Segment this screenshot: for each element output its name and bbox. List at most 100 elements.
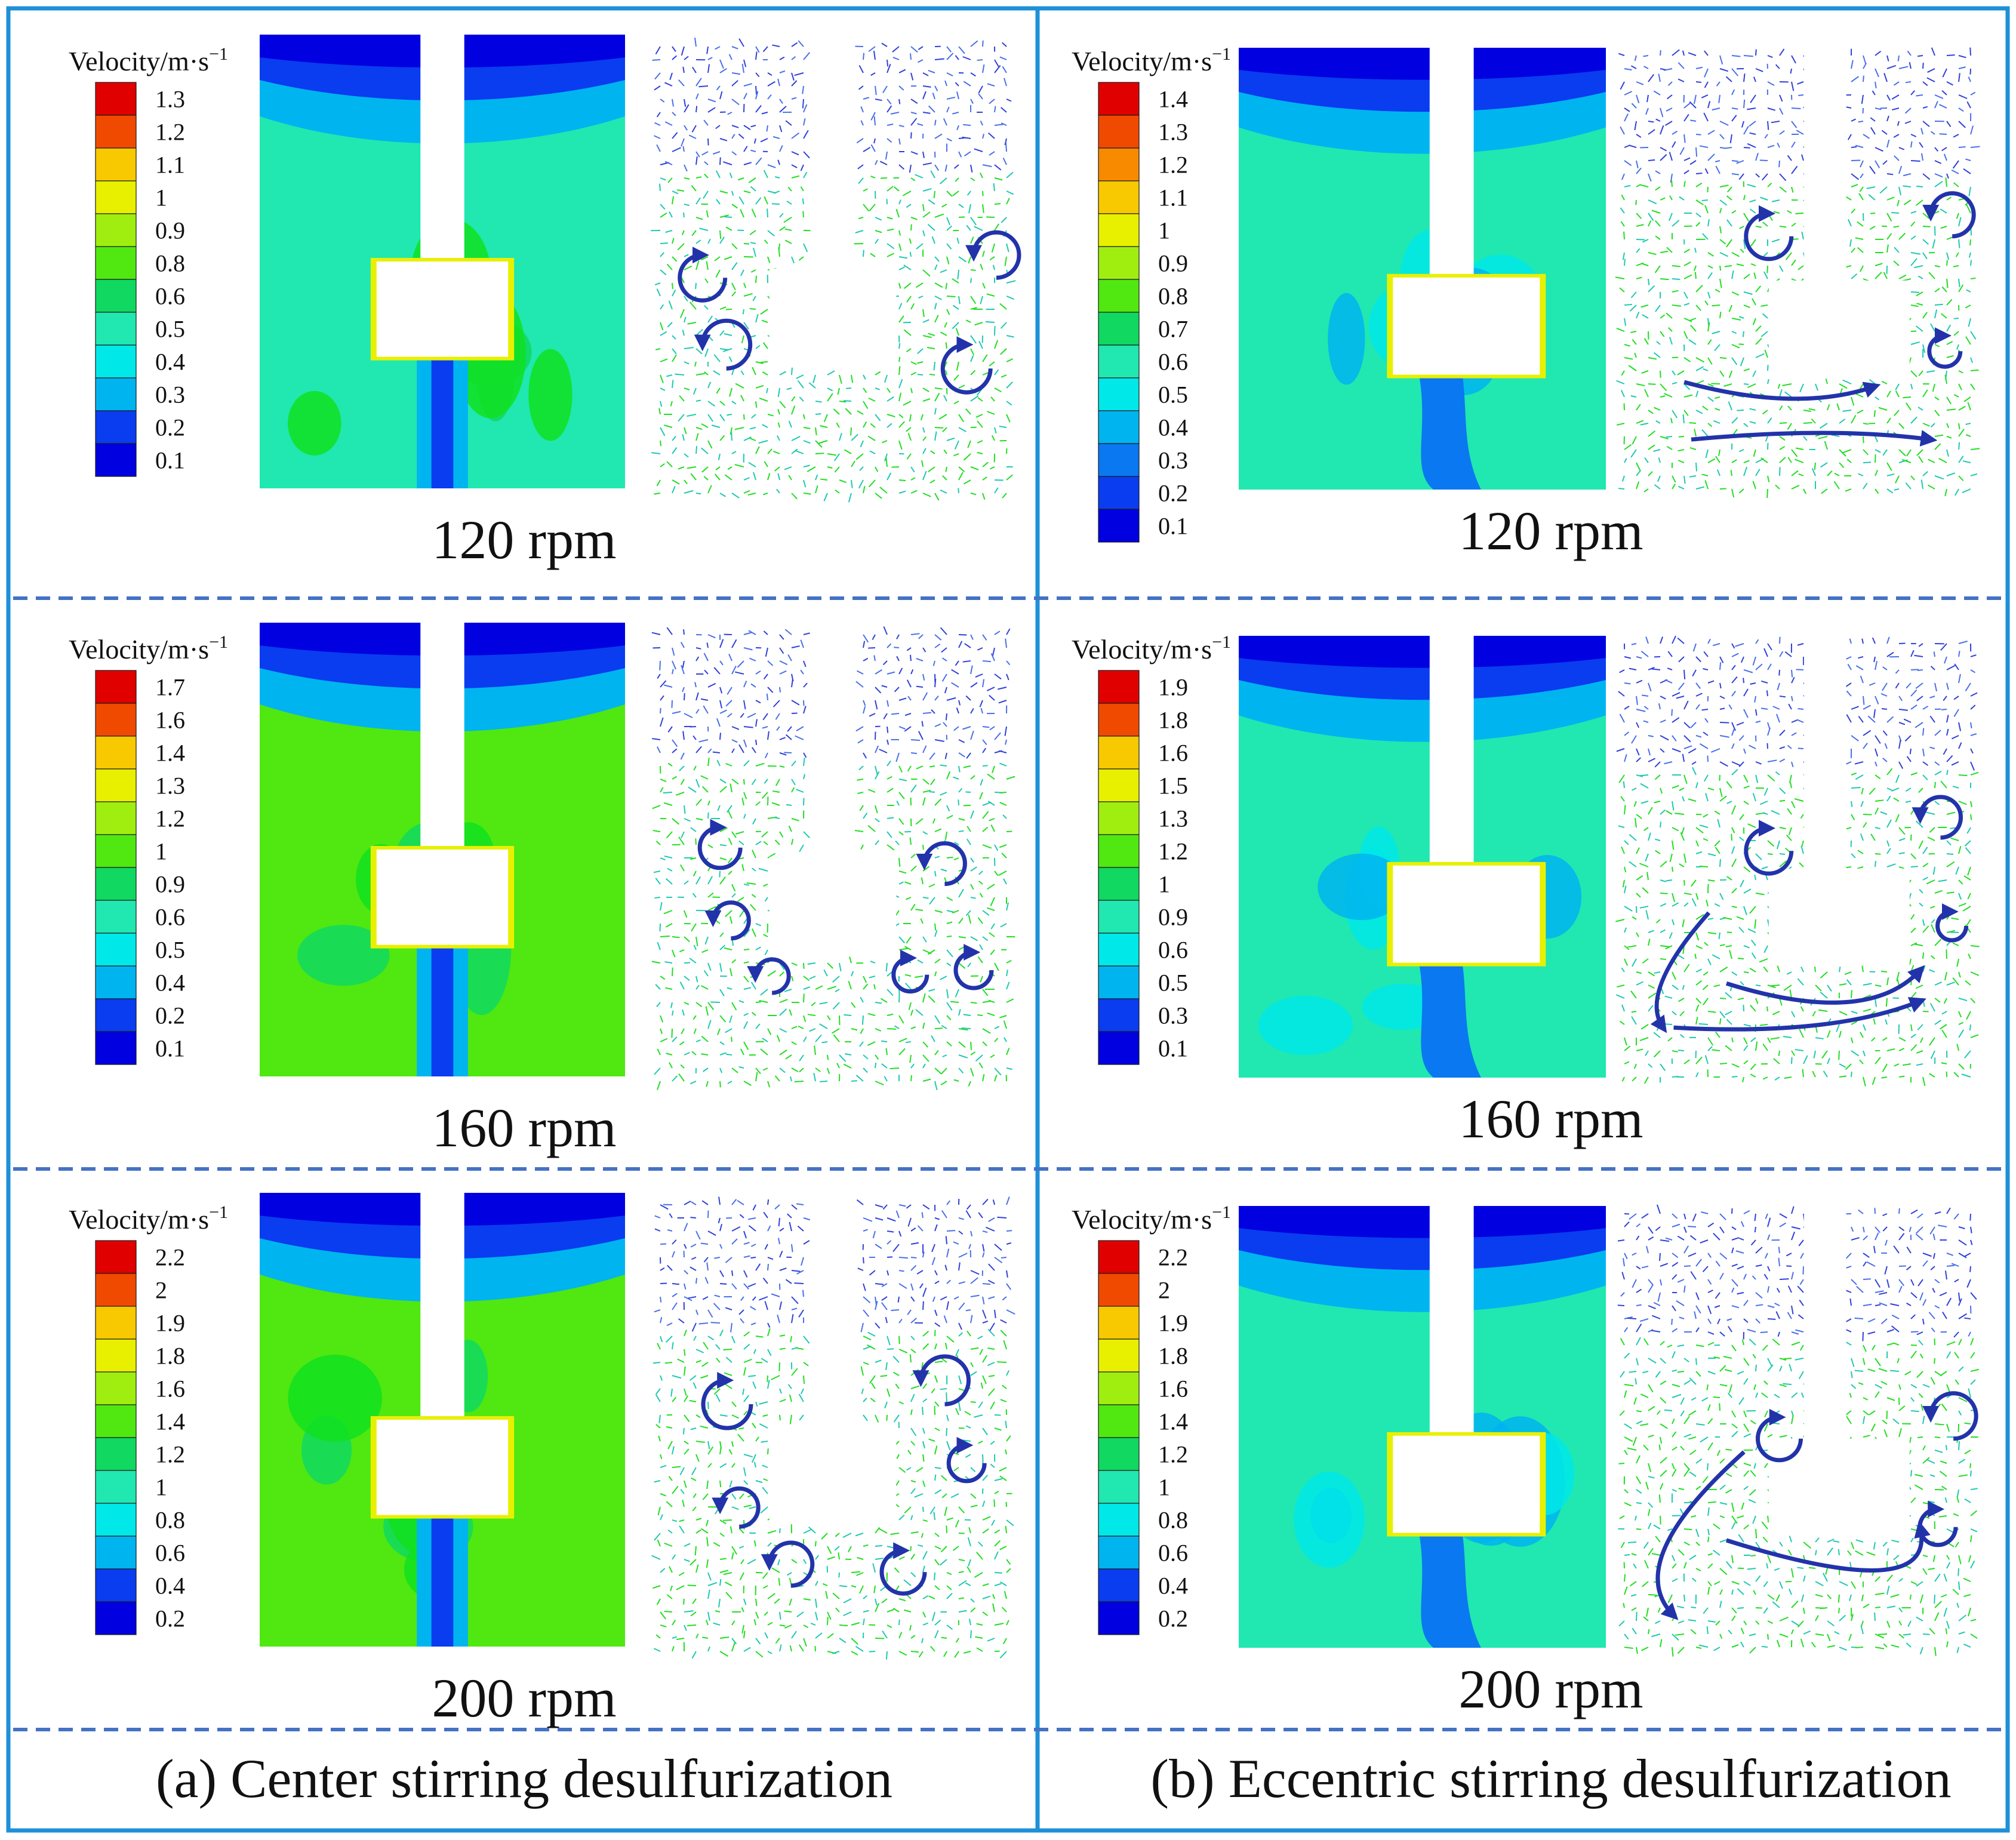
velocity-vector bbox=[934, 910, 943, 913]
velocity-vector bbox=[1683, 700, 1689, 710]
velocity-vector bbox=[999, 1475, 1007, 1481]
velocity-vector bbox=[1006, 1620, 1009, 1626]
velocity-vector bbox=[767, 1651, 772, 1654]
velocity-vector bbox=[731, 46, 738, 50]
velocity-vector bbox=[657, 1539, 661, 1547]
velocity-vector bbox=[691, 1651, 697, 1659]
velocity-vector bbox=[738, 744, 744, 753]
velocity-vector bbox=[982, 1611, 989, 1616]
velocity-vector bbox=[1967, 402, 1971, 411]
velocity-vector bbox=[982, 1230, 988, 1233]
velocity-vector bbox=[1694, 953, 1697, 959]
velocity-vector bbox=[803, 243, 808, 253]
velocity-vector bbox=[814, 1045, 816, 1056]
velocity-vector bbox=[944, 370, 947, 376]
velocity-vector bbox=[1636, 748, 1640, 756]
velocity-vector bbox=[1731, 859, 1737, 867]
velocity-vector bbox=[898, 69, 906, 73]
velocity-vector bbox=[1632, 1253, 1637, 1256]
velocity-vector bbox=[1001, 217, 1007, 223]
velocity-vector bbox=[987, 1328, 995, 1337]
velocity-vector bbox=[706, 1537, 709, 1547]
velocity-vector bbox=[764, 752, 768, 759]
velocity-vector bbox=[989, 818, 995, 821]
velocity-vector bbox=[707, 57, 713, 60]
flow-arrow bbox=[1650, 911, 1711, 1033]
velocity-vector bbox=[952, 278, 959, 284]
velocity-vector bbox=[922, 427, 925, 433]
velocity-vector bbox=[1716, 81, 1720, 87]
velocity-vector bbox=[863, 1544, 869, 1547]
velocity-vector bbox=[803, 752, 807, 758]
velocity-vector bbox=[803, 104, 808, 113]
velocity-vector bbox=[1731, 1287, 1735, 1293]
vortex-arrow bbox=[747, 957, 791, 995]
velocity-vector bbox=[651, 1555, 661, 1560]
velocity-vector bbox=[1782, 383, 1792, 386]
velocity-vector bbox=[731, 432, 732, 441]
velocity-vector bbox=[704, 936, 709, 945]
velocity-vector bbox=[1857, 850, 1864, 854]
velocity-vector bbox=[958, 787, 963, 793]
velocity-vector bbox=[1002, 42, 1007, 47]
velocity-vector bbox=[1788, 703, 1792, 710]
velocity-vector bbox=[934, 1343, 937, 1350]
velocity-vector bbox=[663, 684, 673, 688]
velocity-vector bbox=[1002, 1384, 1007, 1389]
velocity-vector bbox=[1784, 651, 1792, 657]
velocity-vector bbox=[735, 831, 744, 835]
velocity-vector bbox=[1695, 147, 1698, 157]
velocity-vector bbox=[1785, 252, 1792, 260]
velocity-vector bbox=[1875, 160, 1880, 168]
velocity-vector bbox=[946, 771, 951, 780]
velocity-vector bbox=[748, 177, 756, 183]
velocity-vector bbox=[848, 1546, 852, 1553]
velocity-vector bbox=[1941, 1011, 1947, 1015]
velocity-vector bbox=[1910, 650, 1915, 657]
velocity-vector bbox=[980, 976, 983, 983]
velocity-vector bbox=[789, 1221, 792, 1232]
velocity-vector bbox=[982, 1355, 987, 1363]
velocity-vector bbox=[1771, 199, 1780, 202]
velocity-vector bbox=[1922, 423, 1930, 427]
velocity-vector bbox=[867, 789, 876, 793]
velocity-vector bbox=[970, 1607, 976, 1613]
velocity-vector bbox=[906, 679, 912, 688]
velocity-vector bbox=[684, 1223, 688, 1232]
velocity-vector bbox=[975, 1636, 983, 1639]
velocity-vector bbox=[869, 1270, 876, 1276]
velocity-vector bbox=[1642, 314, 1649, 319]
velocity-vector bbox=[743, 632, 753, 635]
velocity-vector bbox=[1867, 715, 1876, 723]
velocity-vector bbox=[922, 1441, 925, 1448]
velocity-vector bbox=[1006, 198, 1010, 205]
velocity-vector bbox=[1672, 902, 1679, 907]
velocity-vector bbox=[1831, 434, 1840, 437]
velocity-vector bbox=[904, 726, 912, 732]
velocity-vector bbox=[982, 1252, 985, 1258]
velocity-vector bbox=[860, 440, 864, 448]
velocity-vector bbox=[1666, 810, 1673, 815]
velocity-vector bbox=[809, 1028, 816, 1032]
velocity-vector bbox=[1714, 1305, 1720, 1308]
velocity-vector bbox=[737, 1433, 744, 1442]
velocity-vector bbox=[827, 1054, 829, 1060]
velocity-vector bbox=[1695, 827, 1704, 834]
velocity-vector bbox=[1753, 272, 1756, 279]
velocity-vector bbox=[725, 1053, 732, 1056]
velocity-vector bbox=[915, 1009, 924, 1016]
velocity-vector bbox=[1699, 743, 1709, 749]
legend-swatch bbox=[1098, 377, 1140, 411]
velocity-vector bbox=[1944, 1270, 1947, 1280]
velocity-vector bbox=[1893, 1245, 1900, 1254]
velocity-vector bbox=[1624, 840, 1629, 845]
velocity-vector bbox=[907, 433, 912, 441]
velocity-vector bbox=[657, 746, 661, 753]
velocity-vector bbox=[922, 789, 931, 793]
velocity-vector bbox=[1719, 488, 1726, 490]
velocity-vector bbox=[1922, 876, 1928, 881]
legend-title: Velocity/m·s−1 bbox=[1072, 632, 1231, 664]
velocity-vector bbox=[1922, 1253, 1932, 1257]
velocity-vector bbox=[1779, 94, 1783, 102]
velocity-vector bbox=[738, 1493, 744, 1500]
